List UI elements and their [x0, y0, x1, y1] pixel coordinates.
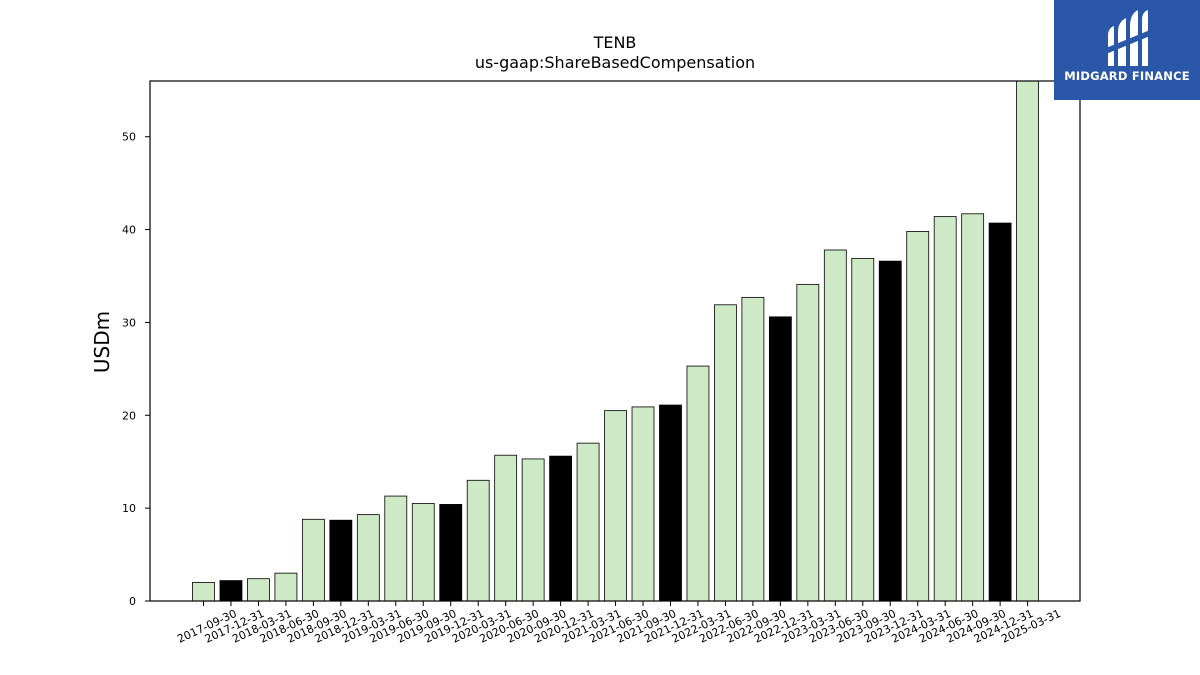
- bar-2018-12-31: [329, 519, 353, 602]
- bar-2022-12-31: [768, 316, 792, 602]
- midgard-logo-icon: [1106, 10, 1150, 66]
- bar-2018-03-31: [247, 578, 270, 602]
- bar-2023-09-30: [851, 257, 875, 602]
- bar-2021-03-31: [576, 442, 600, 602]
- y-tick-label: 50: [122, 131, 136, 144]
- bar-2021-12-31: [659, 404, 682, 602]
- plot-frame: [149, 80, 1081, 602]
- bar-2023-12-31: [878, 260, 902, 602]
- brand-name: MIDGARD FINANCE: [1064, 69, 1190, 83]
- bar-2024-06-30: [933, 216, 957, 602]
- bar-2020-12-31: [549, 455, 573, 602]
- brand-logo: MIDGARD FINANCE: [1054, 0, 1200, 100]
- y-tick-label: 10: [122, 502, 136, 515]
- y-tick-label: 20: [122, 409, 136, 422]
- y-tick-label: 30: [122, 316, 136, 329]
- bar-2022-09-30: [741, 296, 765, 602]
- bar-2022-03-31: [686, 365, 710, 602]
- bar-2024-03-31: [906, 231, 930, 602]
- bar-2020-03-31: [466, 479, 490, 602]
- y-axis-label: USDm: [90, 311, 114, 373]
- bar-2018-09-30: [301, 518, 325, 602]
- bar-2017-09-30: [192, 582, 215, 602]
- bar-2019-12-31: [439, 504, 463, 602]
- bar-2023-03-31: [796, 283, 820, 602]
- bar-2024-09-30: [961, 213, 985, 602]
- bar-2021-06-30: [604, 410, 627, 602]
- bar-2019-09-30: [411, 503, 435, 602]
- chart-subtitle: us-gaap:ShareBasedCompensation: [475, 53, 755, 72]
- y-tick-label: 0: [129, 595, 136, 608]
- bar-2019-03-31: [356, 514, 380, 602]
- bar-2025-03-31: [1016, 80, 1039, 602]
- chart-title: TENB: [593, 33, 637, 52]
- bar-2019-06-30: [384, 495, 408, 602]
- bar-2020-09-30: [521, 458, 545, 602]
- y-axis: 0 10 20 30 40 50: [122, 131, 150, 608]
- bar-2024-12-31: [988, 222, 1012, 602]
- bar-2021-09-30: [631, 406, 655, 602]
- bars-group: [192, 80, 1039, 602]
- bar-2018-06-30: [274, 572, 298, 602]
- bar-2023-06-30: [823, 249, 847, 602]
- x-axis: 2017-09-302017-12-312018-03-312018-06-30…: [175, 601, 1063, 646]
- bar-2017-12-31: [219, 580, 243, 602]
- bar-2020-06-30: [494, 454, 518, 602]
- y-tick-label: 40: [122, 224, 136, 237]
- bar-2022-06-30: [714, 304, 737, 602]
